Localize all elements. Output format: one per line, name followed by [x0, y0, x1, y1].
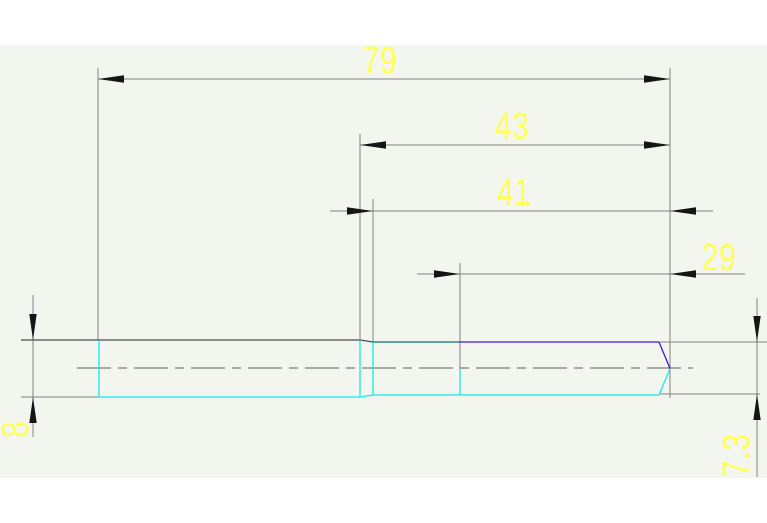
thread-outline: [460, 341, 671, 369]
arrow-41-right: [670, 207, 696, 215]
dimension-lines: [21, 68, 767, 477]
arrow-43-right: [644, 141, 670, 149]
arrow-43-left: [360, 141, 386, 149]
arrow-29-right: [670, 270, 696, 278]
dim-label-41: 41: [496, 172, 532, 214]
shaft-top-outline: [21, 339, 374, 343]
dim-label-79: 79: [362, 40, 398, 82]
arrow-29-left: [434, 270, 460, 278]
arrow-73-top: [753, 316, 761, 342]
shaft-taper-bottom: [359, 394, 374, 398]
dim-label-29: 29: [701, 237, 737, 279]
arrow-41-left: [347, 207, 373, 215]
dim-label-diameter-7-3: 7.3: [716, 433, 758, 477]
shaft-tip-chamfer-bottom: [658, 368, 671, 396]
arrow-73-bottom: [753, 394, 761, 420]
shaft-cyan-outline: [98, 340, 671, 398]
arrow-8-top: [29, 314, 37, 340]
arrow-79-left: [98, 75, 124, 83]
arrowheads: [29, 75, 761, 423]
shaft-tip-chamfer-top: [658, 341, 671, 369]
arrow-8-bottom: [29, 397, 37, 423]
arrow-79-right: [644, 75, 670, 83]
dim-label-43: 43: [494, 106, 530, 148]
dim-label-diameter-8: 8: [0, 420, 37, 437]
shaft-taper-top: [359, 339, 374, 343]
drawing-canvas: [0, 45, 767, 478]
